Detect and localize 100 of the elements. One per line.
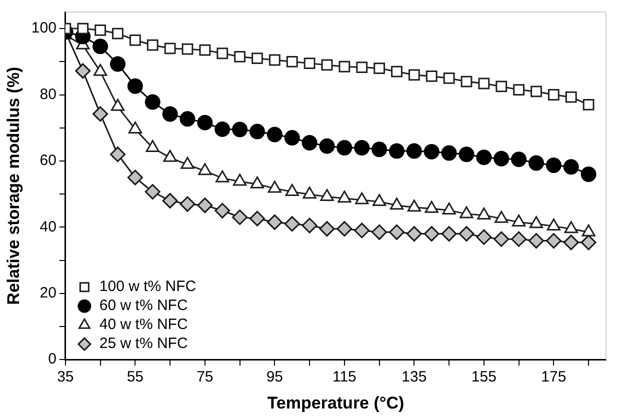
point xyxy=(266,214,282,230)
point xyxy=(478,78,490,90)
point xyxy=(146,39,158,51)
x-tick-label: 155 xyxy=(471,368,496,386)
point xyxy=(232,122,248,138)
point xyxy=(476,229,492,245)
point xyxy=(162,106,178,122)
point xyxy=(110,146,126,162)
point xyxy=(249,124,265,140)
legend-label: 100 w t% NFC xyxy=(99,278,196,296)
x-tick-label: 35 xyxy=(57,368,74,386)
point xyxy=(197,198,213,214)
point xyxy=(268,54,280,66)
y-axis-title: Relative storage modulus (%) xyxy=(4,66,23,305)
point xyxy=(338,60,350,72)
point xyxy=(408,69,420,81)
point xyxy=(214,121,230,137)
point xyxy=(372,224,388,240)
point xyxy=(321,59,333,71)
point xyxy=(197,114,213,130)
point xyxy=(529,216,544,228)
x-tick-label: 135 xyxy=(402,368,427,386)
point xyxy=(319,138,335,154)
point xyxy=(460,206,474,218)
point xyxy=(494,150,510,166)
point xyxy=(232,174,247,186)
legend-label: 25 w t% NFC xyxy=(99,335,188,352)
point xyxy=(388,224,404,240)
point xyxy=(563,234,579,250)
point xyxy=(458,226,474,242)
point xyxy=(127,78,143,94)
point xyxy=(252,52,263,64)
point xyxy=(319,221,335,237)
point xyxy=(285,184,299,196)
legend-label: 40 w t% NFC xyxy=(99,316,188,334)
point xyxy=(424,226,440,242)
point xyxy=(426,70,438,82)
point xyxy=(199,44,211,56)
point xyxy=(112,28,124,40)
point xyxy=(302,186,316,199)
point xyxy=(92,106,108,122)
point xyxy=(356,62,368,73)
x-tick-label: 175 xyxy=(541,368,566,386)
point xyxy=(144,184,160,200)
point xyxy=(580,234,596,250)
point xyxy=(92,38,108,54)
point xyxy=(144,94,160,110)
point xyxy=(460,76,472,88)
point xyxy=(582,98,594,110)
point xyxy=(94,24,106,36)
point xyxy=(546,233,562,249)
point xyxy=(198,163,212,176)
point xyxy=(391,66,402,78)
point xyxy=(407,200,421,212)
point xyxy=(511,231,527,247)
point xyxy=(546,158,562,174)
point xyxy=(355,192,369,204)
y-tick-label: 20 xyxy=(40,284,56,302)
point xyxy=(268,180,282,193)
point xyxy=(249,210,265,226)
point xyxy=(406,143,422,159)
point xyxy=(372,142,388,158)
point xyxy=(110,56,126,72)
point xyxy=(284,130,300,146)
point xyxy=(390,198,404,210)
point xyxy=(266,126,282,142)
point xyxy=(458,146,474,162)
point xyxy=(129,34,141,46)
point xyxy=(162,192,178,208)
point xyxy=(441,145,457,161)
legend-label: 60 w t% NFC xyxy=(99,297,188,314)
point xyxy=(302,135,318,151)
point xyxy=(530,86,542,98)
point xyxy=(77,22,89,34)
point xyxy=(127,170,143,186)
point xyxy=(441,226,457,242)
point xyxy=(302,218,318,234)
point xyxy=(214,202,230,218)
point xyxy=(494,231,510,247)
point xyxy=(565,91,577,103)
point xyxy=(216,48,228,60)
point xyxy=(284,216,300,232)
point xyxy=(548,89,560,100)
point xyxy=(582,224,596,236)
y-tick-label: 60 xyxy=(40,152,56,170)
point xyxy=(528,233,544,249)
point xyxy=(563,159,579,175)
y-tick-label: 40 xyxy=(40,218,56,236)
y-tick-label: 0 xyxy=(48,350,56,368)
point xyxy=(476,150,492,166)
point xyxy=(496,80,508,92)
y-tick-label: 100 xyxy=(31,20,56,37)
point xyxy=(511,152,527,168)
x-tick-label: 75 xyxy=(196,368,214,386)
x-tick-label: 95 xyxy=(266,368,284,386)
point xyxy=(477,208,491,220)
point xyxy=(494,210,508,223)
point xyxy=(180,196,196,212)
point xyxy=(406,226,422,242)
point xyxy=(182,43,194,55)
